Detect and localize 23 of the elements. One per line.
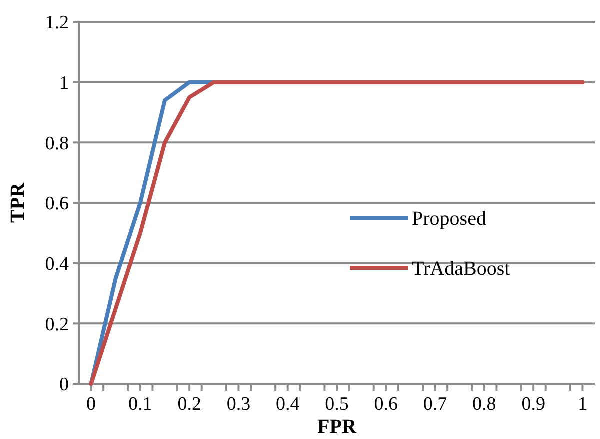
x-tick-label: 0 <box>86 394 96 415</box>
x-tick-label: 0.7 <box>423 394 448 415</box>
x-tick-label: 0.6 <box>374 394 398 415</box>
y-tick-label: 0 <box>60 374 69 396</box>
x-tick-label: 0.2 <box>178 394 202 415</box>
x-tick-label: 0.9 <box>522 394 546 415</box>
y-tick-label: 0.2 <box>45 314 69 336</box>
x-tick-label: 0.5 <box>325 394 349 415</box>
y-tick-label: 1.2 <box>45 12 69 34</box>
x-tick-label: 0.1 <box>128 394 152 415</box>
line-series <box>89 80 585 386</box>
x-tick-label: 0.3 <box>226 394 251 415</box>
x-tick-label: 1 <box>578 394 588 415</box>
legend-label: TrAdaBoost <box>412 258 511 280</box>
y-tick-label: 0.4 <box>45 254 70 275</box>
x-tick-label: 0.8 <box>472 394 496 415</box>
x-axis-title: FPR <box>318 416 357 438</box>
y-tick-label: 0.6 <box>45 194 69 215</box>
legend-label: Proposed <box>412 208 486 230</box>
x-tick-label: 0.4 <box>276 394 300 415</box>
y-tick-label: 0.8 <box>45 133 69 154</box>
y-tick-label: 1 <box>60 72 69 94</box>
y-axis-title: TPR <box>7 182 29 223</box>
